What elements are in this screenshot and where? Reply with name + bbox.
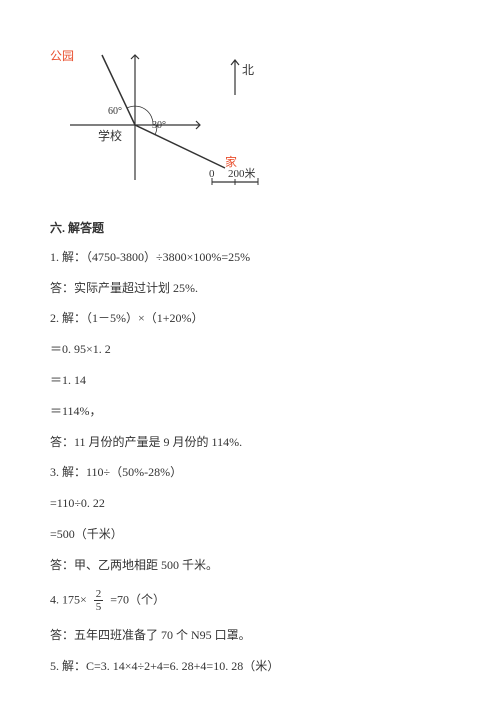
q2-step1: ＝0. 95×1. 2 <box>50 341 450 358</box>
q4-answer: 答：五年四班准备了 70 个 N95 口罩。 <box>50 627 450 644</box>
label-park: 公园 <box>50 48 74 65</box>
q4-fraction: 2 5 <box>94 588 104 613</box>
q4-suffix: =70（个） <box>110 592 165 606</box>
section-title: 六. 解答题 <box>50 220 450 237</box>
q3-expression: 3. 解：110÷（50%-28%） <box>50 464 450 481</box>
q3-step2: =500（千米） <box>50 526 450 543</box>
q4-prefix: 4. 175× <box>50 592 87 606</box>
q1-expression: 1. 解：（4750-3800）÷3800×100%=25% <box>50 249 450 266</box>
q3-step1: =110÷0. 22 <box>50 495 450 512</box>
label-angle60: 60° <box>108 105 122 119</box>
map-diagram: 公园 北 60° 30° 学校 家 0 200米 <box>50 40 270 195</box>
q4-denominator: 5 <box>94 601 104 613</box>
label-scale200: 200米 <box>228 167 256 182</box>
q2-answer: 答：11 月份的产量是 9 月份的 114%. <box>50 434 450 451</box>
q1-answer: 答：实际产量超过计划 25%. <box>50 280 450 297</box>
q5-expression: 5. 解：C=3. 14×4÷2+4=6. 28+4=10. 28（米） <box>50 658 450 675</box>
label-angle30: 30° <box>152 119 166 133</box>
q3-answer: 答：甲、乙两地相距 500 千米。 <box>50 557 450 574</box>
q2-step3: ＝114%， <box>50 403 450 420</box>
label-north: 北 <box>242 62 254 79</box>
q4-expression: 4. 175× 2 5 =70（个） <box>50 588 450 613</box>
q2-expression: 2. 解：（1－5%）×（1+20%） <box>50 310 450 327</box>
label-school: 学校 <box>98 128 122 145</box>
q2-step2: ＝1. 14 <box>50 372 450 389</box>
q4-numerator: 2 <box>94 588 104 601</box>
label-scale0: 0 <box>209 167 215 182</box>
